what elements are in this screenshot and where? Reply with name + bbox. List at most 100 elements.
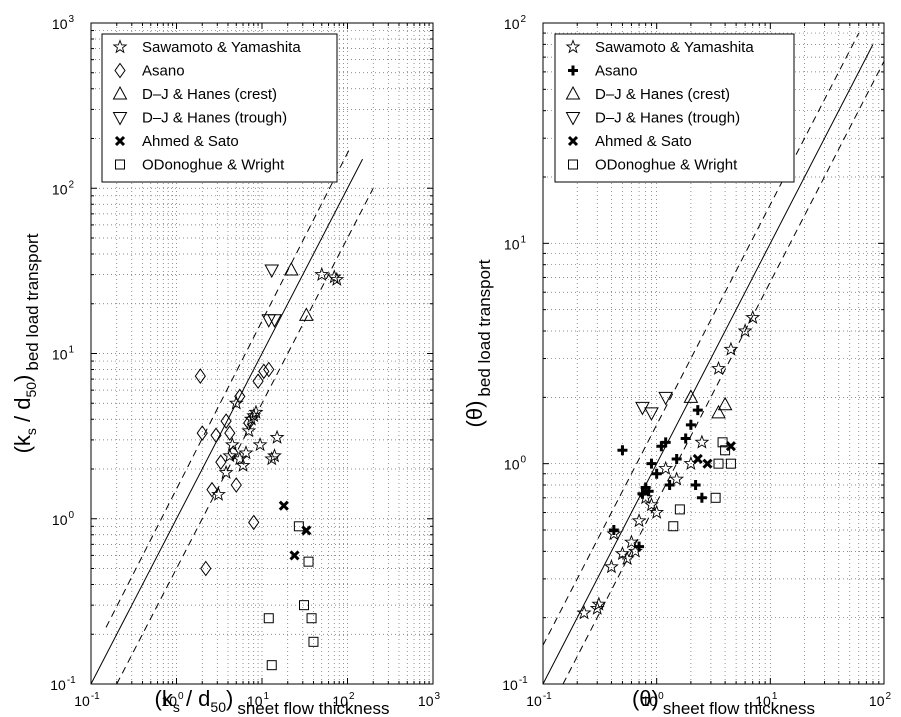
data-point	[631, 513, 647, 528]
data-points	[194, 261, 345, 671]
data-points	[576, 309, 761, 620]
x-axis-label: (θ) sheet flow thickness	[632, 686, 815, 717]
series-plus	[608, 405, 707, 552]
data-point	[649, 504, 665, 519]
data-point	[658, 460, 674, 475]
plot-frame	[542, 22, 885, 685]
legend-marker-diamond	[114, 62, 126, 79]
data-point	[194, 368, 206, 384]
data-point	[266, 660, 277, 671]
series-square	[263, 521, 319, 671]
data-point	[196, 425, 208, 441]
series-triangle-up	[283, 261, 314, 321]
reference-line-dashed	[543, 32, 860, 646]
data-point	[717, 396, 733, 411]
legend-label: D–J & Hanes (trough)	[595, 110, 740, 127]
data-point	[624, 534, 639, 549]
data-point	[713, 458, 724, 469]
data-point	[658, 391, 674, 406]
data-point	[711, 360, 726, 375]
data-point	[680, 433, 691, 444]
y-tick-label: 102	[52, 179, 75, 197]
data-point	[306, 613, 317, 624]
legend-label: ODonoghue & Wright	[595, 157, 738, 174]
data-point	[646, 458, 657, 469]
data-point	[303, 556, 314, 567]
y-axis-label: (θ)bed load transport	[462, 259, 494, 427]
data-point	[252, 437, 268, 452]
legend-label: Sawamoto & Yamashita	[142, 39, 301, 56]
legend-box	[554, 33, 795, 183]
legend-marker-x	[567, 135, 579, 147]
series-x	[278, 500, 312, 561]
legend-marker-triangle-up	[112, 85, 128, 100]
legend-box	[101, 33, 338, 183]
data-point	[210, 427, 222, 444]
data-point	[694, 434, 710, 449]
x-tick-label: 102	[869, 691, 892, 709]
legend-label: Asano	[595, 63, 638, 80]
data-point	[737, 323, 753, 338]
legend-label: Asano	[142, 63, 185, 80]
legend-marker-star	[112, 39, 128, 54]
y-axis-label: (ks / d50)bed load transport	[10, 233, 42, 453]
data-point	[222, 448, 238, 463]
data-point	[243, 415, 255, 431]
legend-label: D–J & Hanes (trough)	[142, 110, 287, 127]
data-point	[606, 526, 622, 541]
data-point	[692, 453, 703, 465]
series-triangle-down	[635, 391, 674, 421]
data-point	[252, 373, 264, 390]
data-point	[264, 264, 280, 279]
data-point	[234, 388, 246, 405]
data-point	[218, 464, 234, 479]
data-point	[668, 521, 679, 532]
data-point	[644, 407, 659, 421]
data-point	[745, 309, 761, 324]
data-point	[725, 458, 736, 469]
legend-label: D–J & Hanes (crest)	[142, 86, 277, 103]
data-point	[669, 471, 685, 486]
data-point	[608, 524, 619, 535]
legend-label: Ahmed & Sato	[595, 133, 692, 150]
data-point	[308, 636, 319, 647]
data-point	[660, 437, 671, 448]
x-axis-label: (ks / d50) sheet flow thickness	[155, 686, 390, 717]
legend-marker-triangle-up	[565, 85, 581, 100]
reference-line-solid	[91, 158, 364, 684]
data-point	[651, 468, 662, 479]
data-point	[674, 504, 685, 515]
legend-marker-triangle-down	[112, 112, 128, 126]
data-point	[235, 457, 251, 472]
data-point	[206, 481, 218, 498]
data-point	[711, 404, 726, 419]
data-point	[224, 425, 236, 441]
data-point	[710, 492, 721, 503]
legend: Sawamoto & Yamashita Asano D–J & Hanes (cr…	[101, 33, 338, 183]
data-point	[690, 480, 701, 491]
data-point	[329, 271, 345, 286]
legend-label: ODonoghue & Wright	[142, 157, 285, 174]
legend-marker-star	[565, 39, 581, 54]
legend-marker-x	[114, 135, 126, 147]
x-tick-label: 10-1	[74, 691, 100, 709]
y-tick-label: 100	[52, 510, 75, 528]
data-point	[278, 500, 289, 511]
data-point	[720, 445, 731, 456]
legend-marker-square	[568, 159, 578, 170]
data-point	[643, 486, 654, 497]
y-tick-label: 101	[52, 345, 75, 363]
data-point	[298, 307, 314, 321]
data-point	[696, 492, 707, 503]
data-point	[314, 266, 330, 281]
y-tick-label: 102	[504, 14, 527, 32]
data-point	[683, 389, 699, 403]
series-diamond	[194, 361, 275, 577]
y-tick-label: 103	[52, 14, 75, 32]
legend-marker-square	[115, 159, 125, 170]
data-point	[230, 477, 242, 493]
